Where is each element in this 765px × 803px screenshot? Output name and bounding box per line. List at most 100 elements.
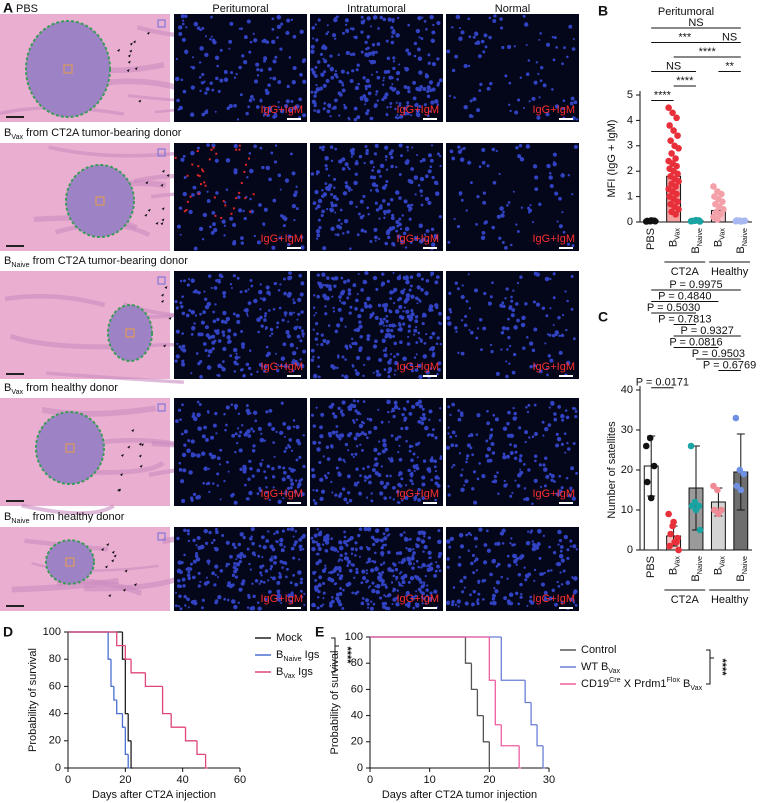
x-tick-label: 30: [543, 774, 555, 786]
row-title-part: B: [4, 511, 11, 523]
y-tick-label: 60: [351, 683, 363, 695]
tumor: [65, 164, 135, 238]
stain-label: IgG+IgM: [261, 488, 304, 500]
arrowhead: [162, 344, 166, 348]
survival-step: [542, 745, 546, 769]
survival-step: [536, 724, 544, 747]
roi-box: [65, 557, 75, 567]
y-tick-label: 80: [49, 653, 61, 665]
significance-label: P = 0.9327: [681, 325, 734, 337]
y-tick-label: 2: [627, 165, 633, 177]
significance-label: P = 0.5030: [647, 302, 700, 314]
legend-label-part: Igs: [295, 666, 313, 678]
y-tick-label: 40: [621, 384, 633, 396]
y-axis-label: MFI (IgG + IgM): [606, 120, 618, 198]
data-point: [674, 198, 681, 205]
survival-step: [500, 637, 526, 681]
legend-label: WT BVax: [581, 661, 621, 675]
significance-label: P = 0.9503: [692, 348, 745, 360]
survival-step: [204, 754, 208, 769]
survival-step: [107, 632, 111, 660]
arrowhead: [120, 453, 124, 457]
arrowhead: [168, 316, 172, 320]
stain-label: IgG+IgM: [397, 488, 440, 500]
x-tick-label: 10: [424, 774, 436, 786]
significance-label: ****: [699, 46, 717, 58]
row-title-part: from CT2A tumor-bearing donor: [30, 255, 189, 267]
arrowhead: [127, 445, 131, 449]
data-point: [688, 502, 696, 510]
x-tick-label: 20: [119, 774, 131, 786]
nuclei: [174, 527, 306, 611]
x-tick-label-part: B: [735, 246, 747, 253]
data-point: [740, 470, 748, 478]
data-point: [665, 510, 672, 518]
data-point: [672, 183, 679, 190]
data-point: [674, 132, 681, 139]
y-tick-label: 0: [627, 544, 633, 556]
arrowhead: [129, 42, 133, 46]
he-image: [0, 271, 235, 384]
stain-label: IgG+IgM: [397, 104, 440, 116]
arrowhead: [124, 569, 128, 573]
micrograph: [446, 14, 579, 122]
x-tick-label: 40: [177, 774, 189, 786]
arrowhead: [117, 48, 121, 52]
arrowhead: [122, 588, 126, 592]
data-point: [672, 211, 679, 218]
legend-label-part: Control: [581, 644, 616, 656]
survival-step: [127, 754, 131, 769]
x-axis-label: Days after CT2A tumor injection: [382, 789, 537, 801]
legend-label-part: Vax: [690, 684, 702, 692]
micrograph: [446, 271, 579, 379]
survival-step: [127, 713, 132, 742]
arrowhead: [160, 299, 164, 303]
chart-title: Peritumoral: [658, 6, 714, 18]
data-point: [666, 122, 673, 129]
legend-label-part: Flox: [667, 676, 681, 684]
significance-label: ***: [678, 31, 692, 43]
data-point: [642, 442, 650, 450]
arrowhead: [106, 543, 110, 547]
nuclei: [310, 14, 443, 122]
survival-step: [121, 632, 126, 660]
x-tick-label: PBS: [645, 228, 657, 250]
survival-step: [500, 724, 520, 747]
group-label: Healthy: [711, 594, 749, 606]
survival-step: [116, 632, 126, 647]
stain-label: IgG+IgM: [533, 361, 576, 373]
stain-label: IgG+IgM: [397, 361, 440, 373]
x-tick-label-part: B: [712, 568, 724, 575]
x-tick-label: PBS: [645, 556, 657, 578]
survival-step: [144, 672, 163, 688]
data-point: [674, 170, 681, 178]
survival-step: [130, 659, 146, 674]
survival-step: [116, 700, 123, 715]
tumor: [45, 539, 95, 585]
data-point: [672, 155, 679, 162]
data-point: [643, 478, 651, 486]
tissue-streak: [21, 503, 115, 516]
x-tick-label-part: PBS: [645, 556, 657, 578]
y-tick-label: 0: [55, 762, 61, 774]
y-axis-label: Number of satellites: [606, 421, 618, 519]
tissue-streak: [48, 145, 178, 158]
y-tick-label: 1: [627, 191, 633, 203]
arrowhead: [155, 221, 159, 225]
arrowhead: [146, 31, 150, 35]
significance-label: P = 0.7813: [658, 313, 711, 325]
group-label: CT2A: [671, 266, 700, 278]
row-title-part: Vax: [11, 388, 23, 396]
x-tick-label-part: Naive: [696, 556, 704, 574]
nuclei: [310, 526, 443, 611]
arrowhead: [160, 222, 164, 226]
y-tick-label: 4: [627, 114, 633, 126]
data-point: [673, 114, 680, 122]
tumor: [35, 411, 105, 485]
arrowhead: [126, 68, 130, 72]
data-point: [711, 506, 718, 514]
roi-box: [125, 328, 135, 338]
survival-step: [488, 637, 496, 681]
arrowhead: [160, 183, 164, 187]
row-title: BVax from healthy donor: [4, 382, 118, 396]
